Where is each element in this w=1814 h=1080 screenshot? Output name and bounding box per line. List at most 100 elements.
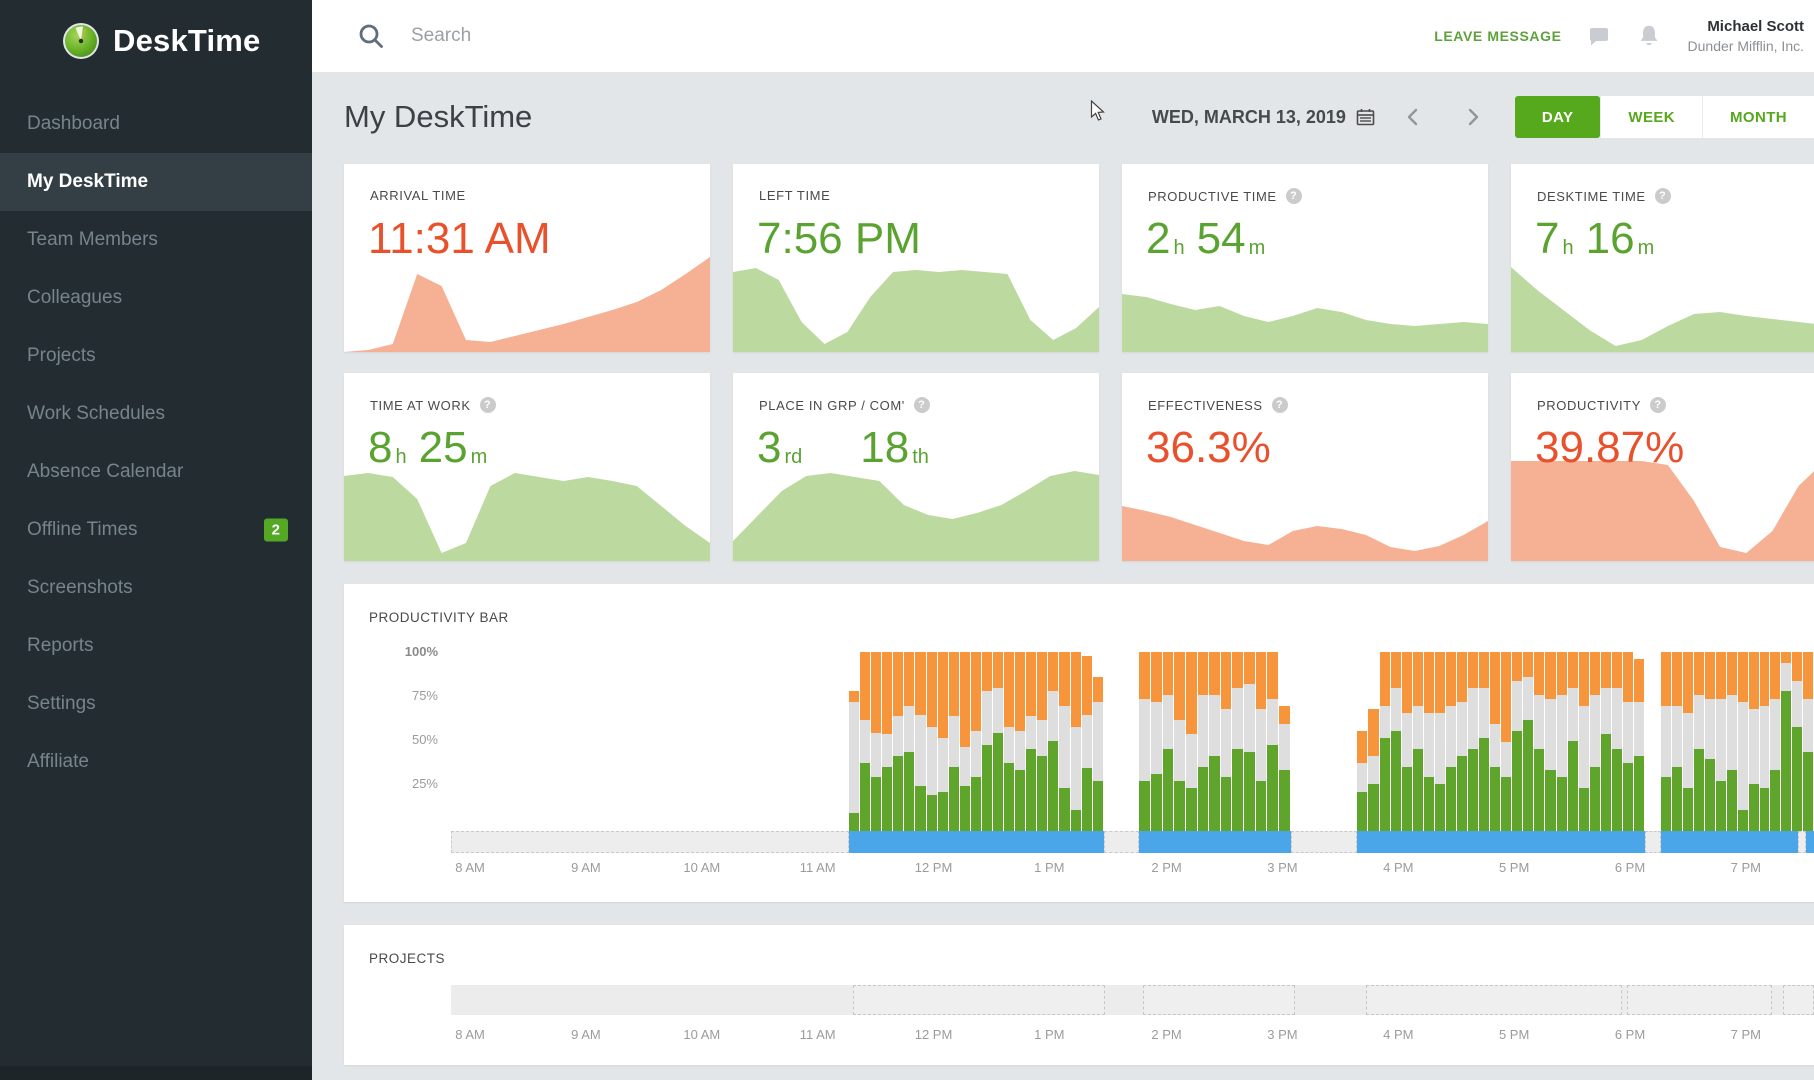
productivity-bar[interactable] (1279, 705, 1290, 831)
productivity-bar[interactable] (1490, 652, 1501, 831)
productivity-bar[interactable] (1748, 652, 1759, 831)
sidebar-item-projects[interactable]: Projects (0, 327, 312, 385)
bell-icon[interactable] (1636, 23, 1662, 49)
productivity-bar[interactable] (1622, 652, 1633, 831)
productivity-bar[interactable] (1357, 730, 1368, 831)
productivity-bar[interactable] (1456, 652, 1468, 831)
productivity-bar[interactable] (1781, 652, 1792, 831)
range-button-week[interactable]: WEEK (1600, 96, 1702, 138)
sidebar-item-reports[interactable]: Reports (0, 617, 312, 675)
productivity-bar[interactable] (937, 652, 948, 831)
leave-message-button[interactable]: LEAVE MESSAGE (1434, 28, 1562, 44)
productivity-bar[interactable] (1004, 652, 1015, 831)
productivity-bar[interactable] (1401, 652, 1412, 831)
next-day-button[interactable] (1462, 102, 1485, 132)
productivity-bar[interactable] (1423, 652, 1434, 831)
productivity-bar[interactable] (1501, 652, 1512, 831)
productivity-bar[interactable] (1479, 652, 1490, 831)
sidebar-item-offline-times[interactable]: Offline Times 2 (0, 501, 312, 559)
productivity-bar[interactable] (1209, 652, 1220, 831)
productivity-bar[interactable] (1694, 652, 1704, 831)
productivity-bar[interactable] (1139, 652, 1150, 831)
sidebar-item-dashboard[interactable]: Dashboard (0, 95, 312, 153)
productivity-bar[interactable] (1737, 652, 1748, 831)
productivity-bar[interactable] (893, 652, 904, 831)
productivity-bar[interactable] (1545, 652, 1556, 831)
productivity-bar[interactable] (981, 652, 992, 831)
productivity-bar[interactable] (1633, 659, 1645, 831)
prev-day-button[interactable] (1401, 102, 1424, 132)
range-button-month[interactable]: MONTH (1702, 96, 1814, 138)
productivity-bar[interactable] (1512, 652, 1523, 831)
productivity-bar[interactable] (1672, 652, 1683, 831)
productivity-bar[interactable] (1770, 652, 1781, 831)
sidebar-item-team-members[interactable]: Team Members (0, 211, 312, 269)
productivity-bar[interactable] (1379, 652, 1390, 831)
productivity-bar[interactable] (1445, 652, 1456, 831)
productivity-bar[interactable] (1661, 652, 1672, 831)
productivity-bar[interactable] (1255, 652, 1267, 831)
productivity-bar[interactable] (882, 652, 893, 831)
user-menu[interactable]: Michael Scott Dunder Mifflin, Inc. (1688, 17, 1804, 55)
productivity-bar[interactable] (1600, 652, 1611, 831)
productivity-bar[interactable] (1704, 652, 1715, 831)
sidebar-item-screenshots[interactable]: Screenshots (0, 559, 312, 617)
sidebar-item-settings[interactable]: Settings (0, 675, 312, 733)
productivity-bar[interactable] (948, 652, 959, 831)
productivity-bar[interactable] (871, 652, 882, 831)
productivity-bar[interactable] (1092, 677, 1103, 831)
sidebar-item-affiliate[interactable]: Affiliate (0, 733, 312, 791)
productivity-bar[interactable] (970, 652, 981, 831)
sidebar-item-absence-calendar[interactable]: Absence Calendar (0, 443, 312, 501)
productivity-bar[interactable] (1390, 652, 1401, 831)
productivity-bar[interactable] (1048, 652, 1059, 831)
productivity-bar[interactable] (1185, 652, 1197, 831)
productivity-bar[interactable] (1468, 652, 1479, 831)
productivity-bar[interactable] (1070, 652, 1081, 831)
help-icon[interactable] (479, 397, 496, 413)
productivity-bar[interactable] (1015, 652, 1026, 831)
calendar-icon[interactable] (1356, 108, 1375, 126)
productivity-bar[interactable] (860, 652, 871, 831)
productivity-bar[interactable] (848, 691, 860, 831)
productivity-bar[interactable] (1434, 652, 1445, 831)
productivity-bar[interactable] (1803, 652, 1814, 831)
productivity-bar[interactable] (1567, 652, 1578, 831)
productivity-bar[interactable] (1683, 652, 1694, 831)
help-icon[interactable] (1654, 188, 1671, 204)
productivity-bar[interactable] (993, 652, 1004, 831)
productivity-bar[interactable] (1174, 652, 1185, 831)
productivity-bar[interactable] (1232, 652, 1244, 831)
productivity-bar[interactable] (1244, 652, 1255, 831)
range-button-day[interactable]: DAY (1514, 96, 1601, 138)
help-icon[interactable] (913, 397, 930, 413)
productivity-bar[interactable] (1792, 652, 1803, 831)
message-icon[interactable] (1588, 26, 1610, 47)
productivity-bar[interactable] (915, 652, 926, 831)
productivity-bar[interactable] (1523, 652, 1534, 831)
productivity-bar[interactable] (959, 652, 970, 831)
help-icon[interactable] (1271, 397, 1288, 413)
productivity-bar[interactable] (1726, 652, 1737, 831)
productivity-bar[interactable] (1556, 652, 1567, 831)
search-icon[interactable] (358, 23, 384, 49)
sidebar-item-my-desktime[interactable]: My DeskTime (0, 153, 312, 211)
productivity-bar[interactable] (1081, 655, 1092, 831)
desktime-logo[interactable]: DeskTime (0, 0, 312, 60)
productivity-bar[interactable] (1715, 652, 1726, 831)
sidebar-item-colleagues[interactable]: Colleagues (0, 269, 312, 327)
productivity-bar[interactable] (1220, 652, 1232, 831)
productivity-bar[interactable] (1267, 652, 1278, 831)
productivity-bar[interactable] (904, 652, 915, 831)
productivity-bar[interactable] (1368, 709, 1379, 831)
productivity-bar[interactable] (1412, 652, 1423, 831)
help-icon[interactable] (1285, 188, 1302, 204)
productivity-bar[interactable] (1611, 652, 1622, 831)
productivity-bar[interactable] (1589, 652, 1600, 831)
productivity-bar[interactable] (926, 652, 937, 831)
help-icon[interactable] (1649, 397, 1666, 413)
productivity-bar[interactable] (1534, 652, 1545, 831)
productivity-bar[interactable] (1578, 652, 1589, 831)
search-input[interactable] (411, 25, 931, 47)
productivity-bar[interactable] (1026, 652, 1037, 831)
